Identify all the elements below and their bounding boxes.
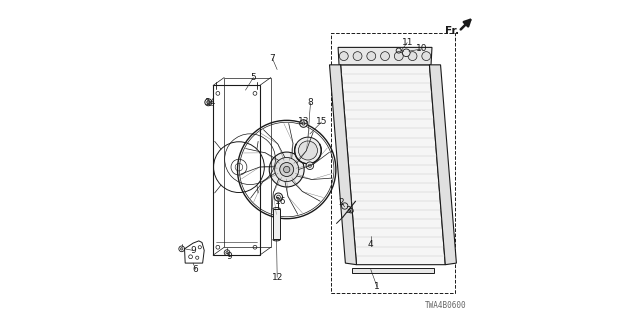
- Text: 6: 6: [193, 265, 198, 274]
- Polygon shape: [338, 47, 432, 65]
- Circle shape: [403, 49, 410, 57]
- Circle shape: [298, 141, 317, 160]
- Circle shape: [381, 52, 390, 60]
- Circle shape: [394, 52, 403, 60]
- Text: 8: 8: [308, 99, 314, 108]
- Circle shape: [280, 163, 294, 177]
- Circle shape: [308, 164, 312, 167]
- Text: 15: 15: [316, 117, 327, 126]
- Bar: [273, 209, 280, 239]
- Bar: [352, 268, 434, 273]
- Text: Fr.: Fr.: [445, 26, 459, 36]
- Text: 11: 11: [401, 38, 413, 47]
- Polygon shape: [340, 65, 445, 265]
- Text: 9: 9: [227, 252, 232, 261]
- Text: 12: 12: [271, 273, 283, 282]
- Text: 9: 9: [190, 246, 196, 255]
- Circle shape: [306, 162, 314, 170]
- Circle shape: [408, 52, 417, 60]
- Text: 13: 13: [298, 117, 310, 126]
- Text: 10: 10: [416, 44, 428, 53]
- Polygon shape: [429, 65, 456, 265]
- Circle shape: [300, 120, 307, 127]
- Circle shape: [302, 122, 305, 125]
- Circle shape: [294, 137, 321, 164]
- Circle shape: [367, 52, 376, 60]
- Circle shape: [180, 248, 183, 250]
- Bar: [331, 33, 455, 293]
- Text: 4: 4: [368, 240, 374, 249]
- Circle shape: [284, 166, 290, 173]
- Text: 1: 1: [374, 282, 380, 292]
- Text: TWA4B0600: TWA4B0600: [424, 301, 466, 310]
- Text: 5: 5: [250, 73, 256, 82]
- Circle shape: [353, 52, 362, 60]
- Circle shape: [339, 52, 348, 60]
- Circle shape: [275, 193, 283, 201]
- Text: 16: 16: [275, 197, 286, 206]
- Circle shape: [275, 157, 299, 181]
- Circle shape: [207, 101, 210, 104]
- Circle shape: [226, 252, 228, 254]
- Text: 2: 2: [339, 198, 344, 207]
- Text: 14: 14: [205, 99, 216, 108]
- Text: 7: 7: [269, 54, 275, 63]
- Circle shape: [269, 152, 304, 187]
- Text: 3: 3: [346, 206, 351, 215]
- Polygon shape: [330, 65, 356, 265]
- Circle shape: [422, 52, 431, 60]
